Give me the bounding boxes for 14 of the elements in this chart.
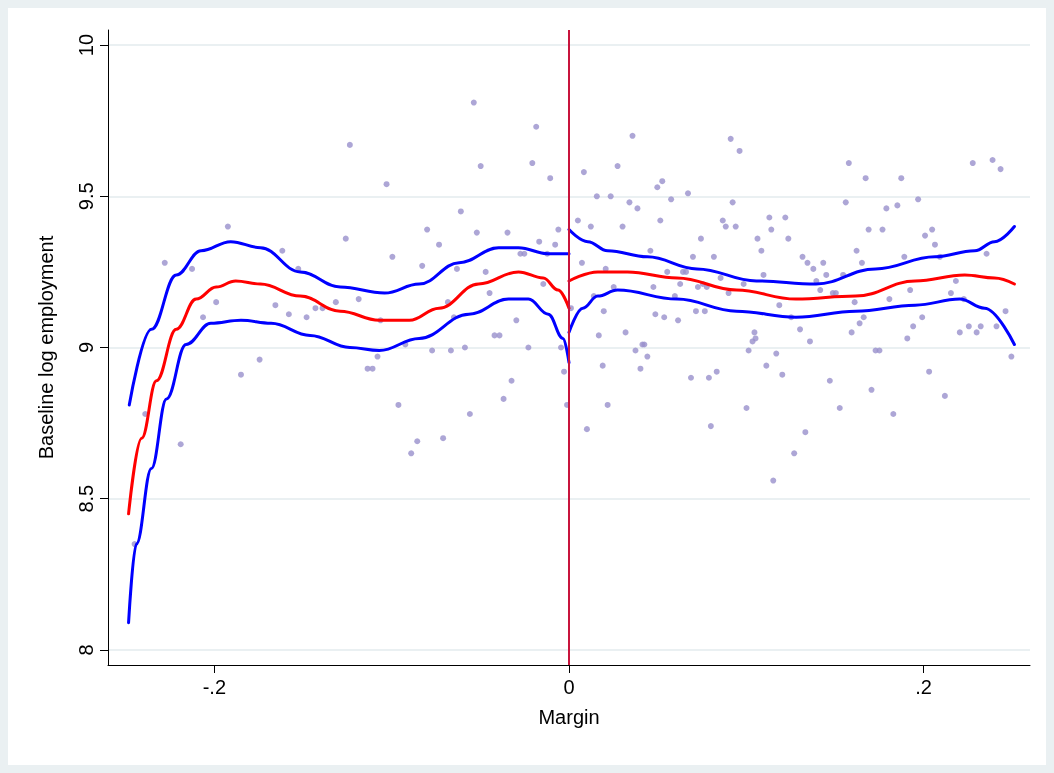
line-series [127,240,571,407]
x-tick-label: 0 [563,676,575,698]
y-axis-title: Baseline log employment [35,235,57,460]
x-tick-label: .2 [915,676,932,698]
line-series [567,225,1016,286]
y-tick-label: 8.5 [75,484,97,513]
line-series [127,297,571,625]
y-tick-label: 10 [75,33,97,57]
x-axis-title: Margin [538,706,600,728]
line-series [567,270,1016,301]
y-tick-label: 9 [75,341,97,354]
x-tick-label: -.2 [202,676,227,698]
y-tick-label: 8 [75,644,97,656]
y-tick-label: 9.5 [75,182,97,211]
